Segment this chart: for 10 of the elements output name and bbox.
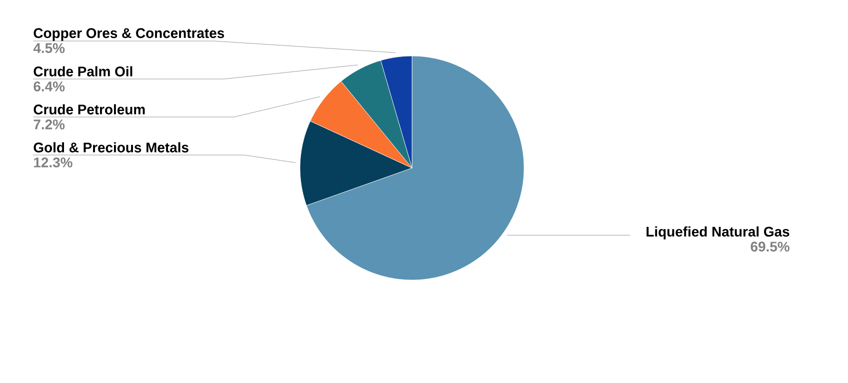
slice-label: Crude Petroleum [34,104,145,114]
data-label: 7.2% [34,119,65,130]
slice-label: Liquefied Natural Gas [646,226,790,240]
data-label: 12.3% [34,157,72,168]
slice-label: Copper Ores & Concentrates [34,28,224,41]
slice-label: Gold & Precious Metals [34,142,188,152]
data-label: 69.5% [750,242,790,252]
slice-label: Crude Palm Oil [34,66,132,76]
data-label: 6.4% [34,81,65,92]
data-label: 4.5% [33,43,65,54]
